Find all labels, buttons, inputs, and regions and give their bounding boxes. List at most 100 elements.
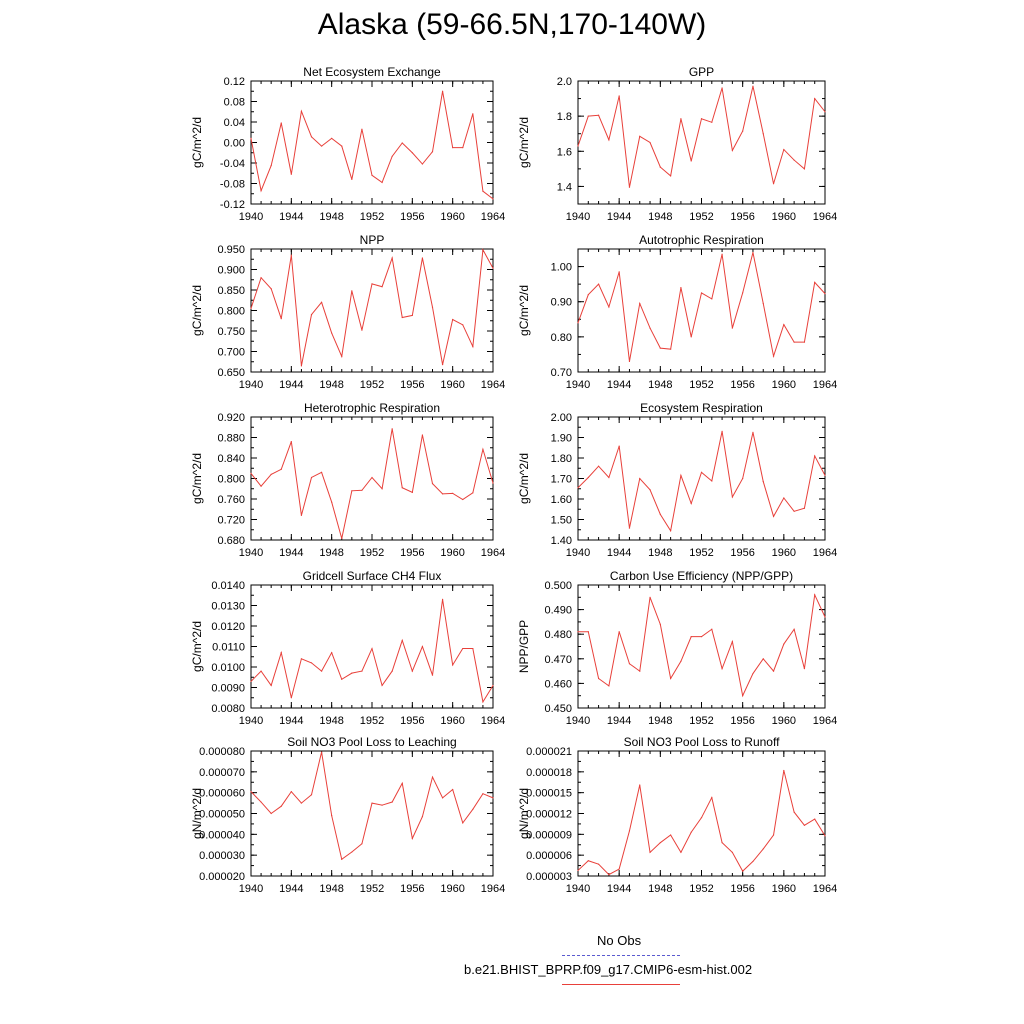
y-tick-label: 0.0100	[211, 662, 245, 674]
data-point	[452, 492, 454, 494]
x-tick-label: 1944	[607, 883, 631, 895]
y-tick-label: 0.000040	[199, 829, 245, 841]
y-axis-label: gC/m^2/d	[517, 117, 531, 168]
data-point	[320, 301, 323, 303]
data-point	[793, 628, 795, 630]
data-point	[597, 863, 600, 865]
x-tick-label: 1952	[360, 883, 384, 895]
x-tick-label: 1956	[730, 547, 754, 559]
y-tick-label: 0.900	[217, 265, 245, 277]
x-tick-label: 1960	[440, 379, 464, 391]
data-point	[659, 166, 661, 168]
x-tick-label: 1940	[566, 379, 590, 391]
data-point	[803, 824, 806, 826]
x-tick-label: 1952	[689, 379, 713, 391]
y-tick-label: 0.000070	[199, 767, 245, 779]
data-point	[280, 805, 282, 807]
data-point	[300, 802, 303, 804]
data-point	[628, 527, 631, 529]
data-point	[803, 168, 806, 170]
x-tick-label: 1940	[239, 547, 263, 559]
panel-5: Heterotrophic Respiration gC/m^2/d 1940 194…	[190, 401, 505, 559]
y-tick-label: 0.08	[224, 97, 245, 109]
series-line	[250, 91, 494, 200]
data-point	[401, 487, 403, 489]
x-tick-label: 1944	[279, 715, 303, 727]
data-point	[649, 851, 651, 853]
data-point	[700, 817, 703, 819]
y-axis-label: gC/m^2/d	[190, 453, 204, 504]
x-tick-label: 1948	[319, 211, 343, 223]
data-point	[300, 365, 303, 367]
series-line	[577, 431, 826, 533]
data-point	[290, 173, 292, 175]
x-tick-label: 1960	[772, 547, 796, 559]
x-tick-label: 1940	[566, 211, 590, 223]
y-tick-label: 1.40	[551, 535, 572, 547]
y-tick-label: -0.04	[220, 158, 245, 170]
x-tick-label: 1948	[648, 547, 672, 559]
data-point	[280, 318, 282, 320]
panel-title: Net Ecosystem Exchange	[303, 65, 441, 79]
plot-frame	[577, 80, 826, 205]
plot-frame	[250, 750, 494, 877]
y-tick-label: 0.000021	[526, 746, 572, 758]
y-tick-label: 0.880	[217, 433, 245, 445]
data-point	[628, 663, 631, 665]
data-point	[391, 257, 393, 259]
panel-9: Soil NO3 Pool Loss to Leaching gN/m^2/d 19…	[190, 735, 505, 895]
data-point	[320, 751, 323, 753]
data-point	[391, 428, 393, 430]
y-axis-label: gC/m^2/d	[190, 117, 204, 168]
data-point	[711, 480, 713, 482]
data-point	[772, 515, 775, 518]
data-point	[260, 485, 262, 487]
data-point	[260, 801, 262, 803]
data-point	[608, 685, 610, 687]
data-point	[731, 327, 733, 329]
y-axis-label: NPP/GPP	[517, 620, 531, 673]
data-point	[462, 498, 464, 501]
y-tick-label: 1.90	[551, 433, 572, 445]
y-tick-label: 0.760	[217, 494, 245, 506]
data-point	[721, 253, 723, 255]
x-tick-label: 1964	[481, 547, 505, 559]
data-point	[280, 652, 282, 654]
data-point	[401, 639, 403, 641]
data-point	[577, 322, 579, 324]
data-point	[250, 680, 252, 682]
data-point	[608, 476, 610, 479]
data-point	[608, 139, 610, 141]
data-point	[462, 324, 464, 326]
data-point	[783, 148, 785, 151]
y-tick-label: 0.000018	[526, 767, 572, 779]
data-point	[690, 160, 692, 162]
data-point	[783, 497, 785, 499]
y-tick-label: 0.470	[544, 654, 572, 666]
data-point	[814, 97, 816, 100]
x-tick-label: 1948	[319, 883, 343, 895]
data-point	[577, 487, 579, 489]
data-point	[300, 658, 303, 660]
y-tick-label: 0.00	[224, 138, 245, 150]
x-tick-label: 1940	[566, 883, 590, 895]
data-point	[421, 645, 424, 648]
data-point	[824, 616, 826, 618]
data-point	[331, 501, 333, 503]
y-tick-label: 1.80	[551, 453, 572, 465]
panel-title: Soil NO3 Pool Loss to Leaching	[287, 735, 456, 749]
data-point	[290, 697, 292, 699]
y-tick-label: 0.680	[217, 535, 245, 547]
data-point	[351, 490, 353, 492]
data-point	[391, 670, 393, 672]
data-point	[597, 677, 600, 680]
plot-frame	[250, 416, 494, 541]
data-point	[462, 647, 464, 650]
panel-title: Ecosystem Respiration	[640, 401, 763, 415]
x-tick-label: 1952	[689, 211, 713, 223]
data-point	[300, 514, 303, 517]
data-point	[587, 631, 589, 633]
x-tick-label: 1956	[400, 883, 424, 895]
y-tick-label: 0.800	[217, 306, 245, 318]
data-point	[700, 118, 703, 120]
